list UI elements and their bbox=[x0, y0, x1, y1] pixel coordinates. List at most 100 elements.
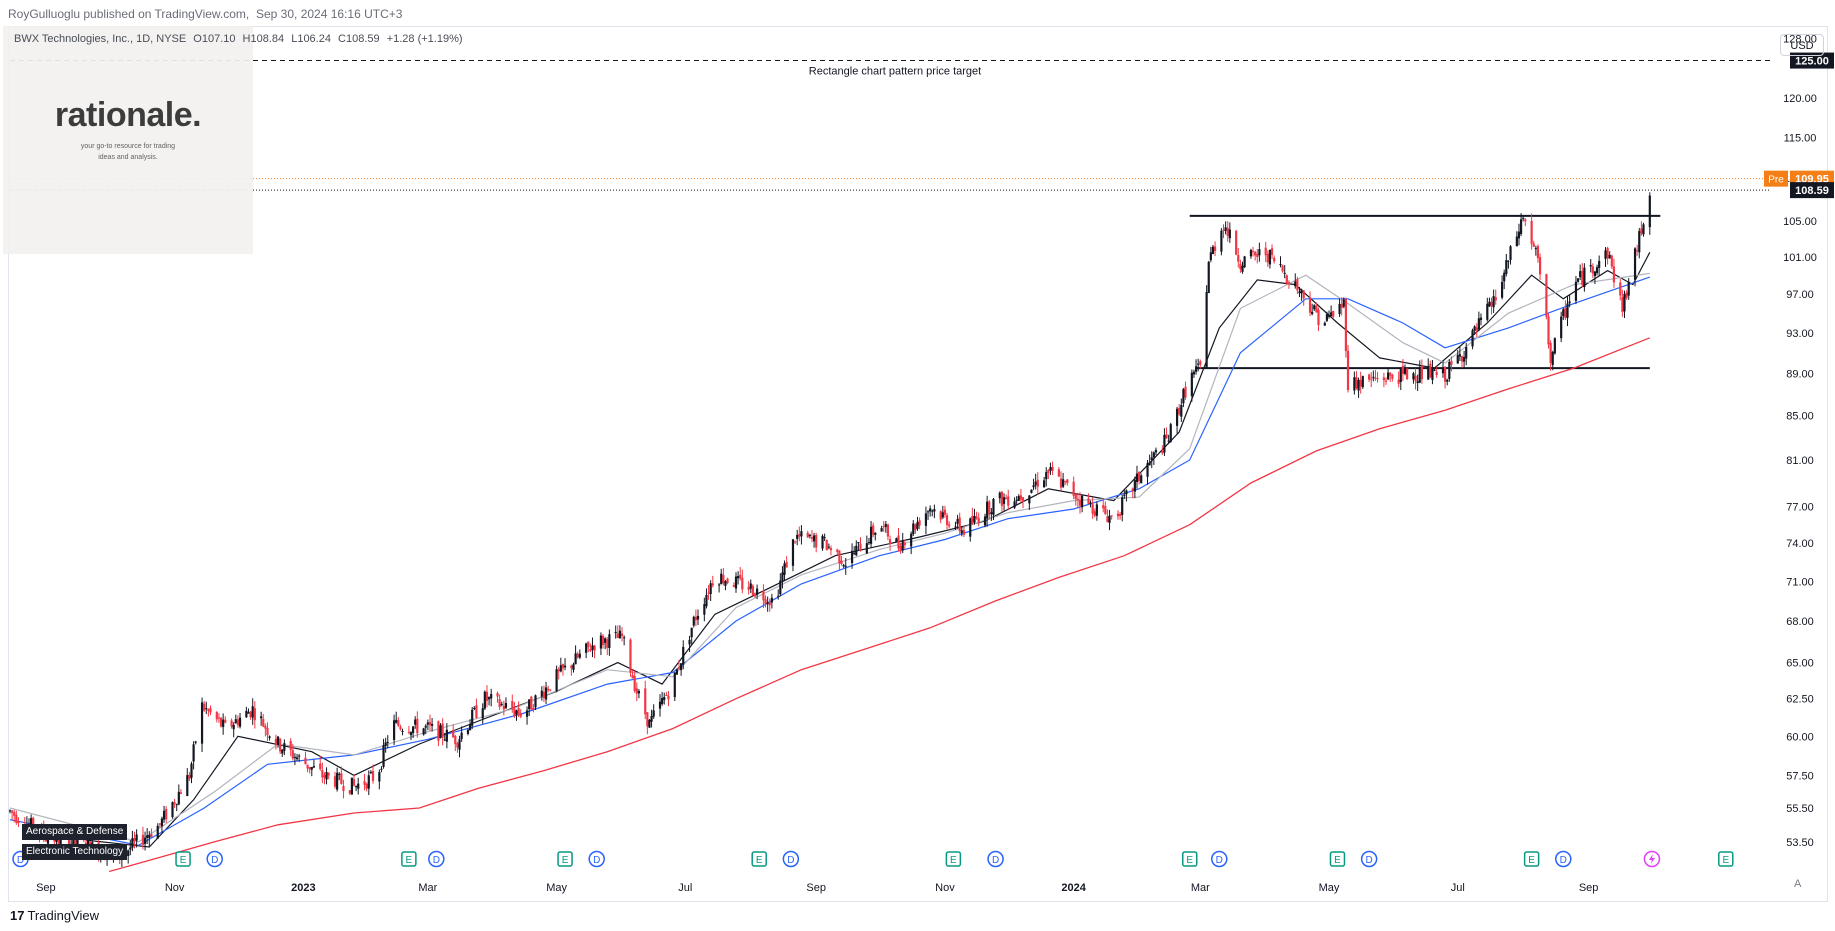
candle-body[interactable] bbox=[141, 834, 145, 845]
candle-body[interactable] bbox=[825, 539, 828, 551]
candle-body[interactable] bbox=[1361, 376, 1364, 388]
candle-body[interactable] bbox=[1007, 496, 1010, 506]
candle-body[interactable] bbox=[1619, 282, 1622, 296]
candle-body[interactable] bbox=[608, 634, 611, 648]
candle-body[interactable] bbox=[629, 639, 632, 673]
candle-body[interactable] bbox=[1346, 350, 1350, 391]
candle-body[interactable] bbox=[1002, 497, 1006, 504]
candle-body[interactable] bbox=[481, 708, 484, 719]
candle-body[interactable] bbox=[1338, 303, 1341, 314]
candle-body[interactable] bbox=[618, 630, 622, 639]
candle-body[interactable] bbox=[563, 665, 567, 668]
candle-body[interactable] bbox=[1325, 314, 1329, 321]
candle-body[interactable] bbox=[762, 590, 765, 601]
candle-body[interactable] bbox=[1251, 251, 1255, 253]
candle-body[interactable] bbox=[1530, 220, 1533, 244]
candle-body[interactable] bbox=[1116, 513, 1120, 517]
candle-body[interactable] bbox=[998, 492, 1001, 499]
candle-body[interactable] bbox=[1178, 407, 1181, 415]
candle-body[interactable] bbox=[855, 545, 858, 556]
candle-body[interactable] bbox=[186, 775, 189, 796]
candle-body[interactable] bbox=[1066, 479, 1069, 484]
candle-body[interactable] bbox=[1207, 261, 1210, 294]
candle-body[interactable] bbox=[274, 738, 278, 746]
candle-body[interactable] bbox=[1209, 252, 1212, 261]
candle-body[interactable] bbox=[1062, 479, 1065, 487]
candle-body[interactable] bbox=[1213, 246, 1217, 251]
candle-body[interactable] bbox=[1076, 498, 1079, 500]
candle-body[interactable] bbox=[945, 515, 949, 525]
candle-body[interactable] bbox=[872, 525, 875, 535]
candle-body[interactable] bbox=[148, 835, 151, 838]
candle-body[interactable] bbox=[1553, 338, 1556, 354]
candle-body[interactable] bbox=[1441, 367, 1445, 374]
candle-body[interactable] bbox=[1500, 282, 1504, 298]
candle-body[interactable] bbox=[992, 498, 995, 515]
candle-body[interactable] bbox=[703, 604, 706, 615]
candle-body[interactable] bbox=[428, 722, 432, 726]
earnings-event-icon[interactable] bbox=[751, 851, 767, 867]
candle-body[interactable] bbox=[720, 573, 723, 584]
candle-body[interactable] bbox=[1239, 263, 1242, 270]
candle-body[interactable] bbox=[722, 574, 725, 584]
candle-body[interactable] bbox=[401, 730, 404, 732]
candle-body[interactable] bbox=[1536, 246, 1540, 259]
candle-body[interactable] bbox=[1355, 377, 1358, 389]
candle-body[interactable] bbox=[739, 574, 742, 579]
candle-body[interactable] bbox=[766, 602, 769, 604]
candle-body[interactable] bbox=[948, 524, 951, 527]
candle-body[interactable] bbox=[513, 708, 516, 716]
candle-body[interactable] bbox=[308, 767, 311, 770]
candle-body[interactable] bbox=[616, 633, 619, 638]
candle-body[interactable] bbox=[165, 809, 168, 820]
sector-tag-aerospace[interactable]: Aerospace & Defense bbox=[22, 824, 128, 840]
candle-body[interactable] bbox=[1095, 504, 1098, 516]
candle-body[interactable] bbox=[222, 719, 225, 728]
candle-body[interactable] bbox=[146, 835, 149, 838]
candle-body[interactable] bbox=[971, 515, 974, 524]
candle-body[interactable] bbox=[496, 693, 499, 697]
candle-body[interactable] bbox=[1150, 457, 1153, 460]
candle-body[interactable] bbox=[1648, 195, 1651, 228]
earnings-event-icon[interactable] bbox=[401, 851, 417, 867]
candle-body[interactable] bbox=[1368, 374, 1371, 380]
candle-body[interactable] bbox=[293, 756, 297, 758]
candle-body[interactable] bbox=[926, 511, 930, 513]
candle-body[interactable] bbox=[1403, 368, 1407, 374]
candle-body[interactable] bbox=[785, 562, 788, 568]
candle-body[interactable] bbox=[295, 757, 299, 760]
candle-body[interactable] bbox=[1406, 368, 1409, 380]
candle-body[interactable] bbox=[1340, 303, 1343, 308]
candle-body[interactable] bbox=[1524, 219, 1527, 222]
candle-body[interactable] bbox=[1458, 354, 1461, 357]
candle-body[interactable] bbox=[323, 775, 326, 778]
candle-body[interactable] bbox=[1264, 247, 1267, 256]
candle-body[interactable] bbox=[414, 719, 417, 725]
candle-body[interactable] bbox=[207, 709, 210, 711]
candle-body[interactable] bbox=[1462, 356, 1466, 362]
candle-body[interactable] bbox=[1241, 265, 1244, 272]
candle-body[interactable] bbox=[279, 738, 282, 752]
candle-body[interactable] bbox=[386, 741, 389, 743]
candle-body[interactable] bbox=[369, 772, 372, 774]
candle-body[interactable] bbox=[1000, 491, 1004, 506]
candle-body[interactable] bbox=[504, 702, 508, 708]
candle-body[interactable] bbox=[59, 835, 62, 846]
candle-body[interactable] bbox=[897, 535, 900, 549]
candle-body[interactable] bbox=[283, 743, 286, 751]
candle-body[interactable] bbox=[409, 732, 413, 736]
candle-body[interactable] bbox=[298, 755, 301, 757]
earnings-event-icon[interactable] bbox=[175, 851, 191, 867]
candle-body[interactable] bbox=[224, 719, 227, 723]
candle-body[interactable] bbox=[534, 695, 537, 708]
candle-body[interactable] bbox=[1294, 281, 1297, 287]
candle-body[interactable] bbox=[262, 719, 265, 727]
candle-body[interactable] bbox=[694, 616, 697, 621]
candle-body[interactable] bbox=[205, 708, 208, 710]
candle-body[interactable] bbox=[485, 691, 489, 701]
candle-body[interactable] bbox=[547, 688, 550, 691]
candle-body[interactable] bbox=[203, 703, 206, 711]
candle-body[interactable] bbox=[245, 710, 248, 718]
candle-body[interactable] bbox=[1133, 480, 1136, 492]
candle-body[interactable] bbox=[363, 781, 366, 785]
